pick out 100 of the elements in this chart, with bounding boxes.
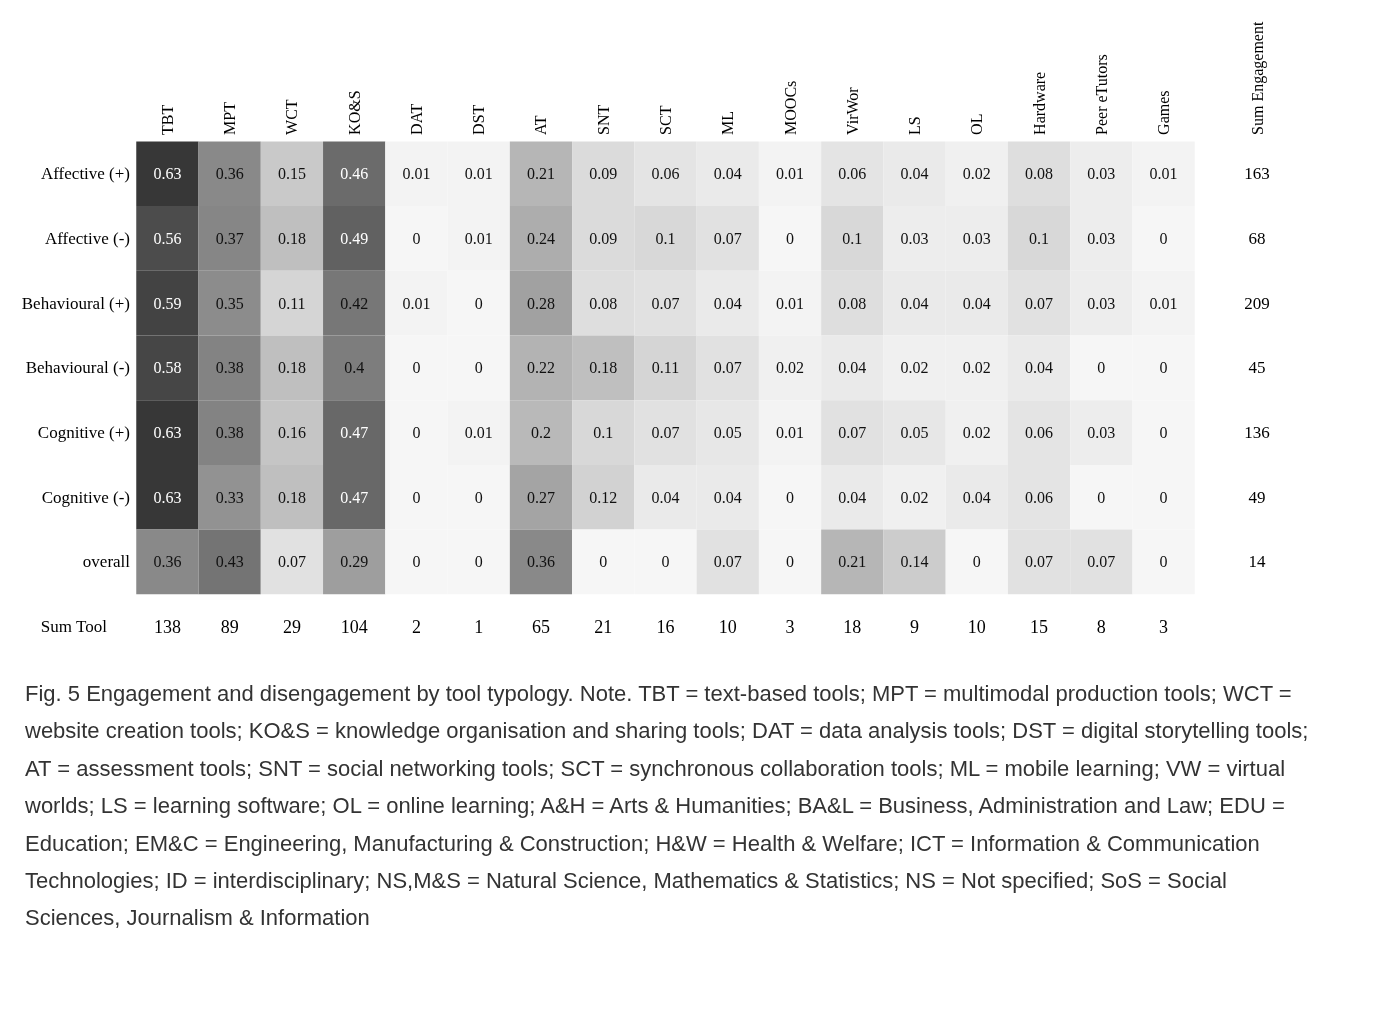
data-label: 0	[474, 359, 483, 377]
data-label: 0.04	[651, 488, 680, 506]
data-label: 0.1	[655, 229, 676, 247]
data-label: 0.07	[713, 553, 742, 571]
data-label: 0.04	[838, 359, 867, 377]
x-tick-label: WCT	[283, 99, 301, 135]
data-label: 0.33	[215, 488, 244, 506]
data-label: 0.46	[340, 165, 369, 183]
text: 29	[282, 617, 301, 638]
data-label: 0.28	[526, 294, 555, 312]
data-label: 0	[599, 553, 608, 571]
data-label: 0.21	[526, 165, 555, 183]
data-label: 0	[786, 229, 795, 247]
data-label: 0.04	[900, 165, 929, 183]
y2-tick-label: 49	[1248, 487, 1266, 507]
data-label: 0.03	[1087, 424, 1116, 442]
data-label: 0.03	[1087, 229, 1116, 247]
data-label: 0.42	[340, 294, 369, 312]
data-label: 0.4	[344, 359, 365, 377]
x-tick-label: LS	[906, 116, 924, 135]
x-tick-label: DAT	[407, 103, 425, 135]
data-label: 0.03	[900, 229, 929, 247]
data-label: 0	[412, 359, 421, 377]
data-label: 0.07	[1025, 553, 1054, 571]
y2-tick-label: 68	[1248, 228, 1266, 248]
data-label: 0.27	[526, 488, 555, 506]
data-label: 0	[1159, 488, 1168, 506]
data-label: 0.18	[277, 488, 306, 506]
data-label: 0.01	[402, 165, 431, 183]
data-label: 0.04	[900, 294, 929, 312]
data-label: 0.1	[842, 229, 863, 247]
data-label: 0.12	[589, 488, 618, 506]
x-tick-label: AT	[532, 115, 550, 135]
data-label: 0.07	[1087, 553, 1116, 571]
y2-tick-label: 14	[1248, 552, 1267, 572]
x-tick-label: SNT	[594, 104, 612, 135]
caption: Fig. 5 Engagement and disengagement by tool typology. Note. TBT = text-based tools; MPT = multimodal production tools; WCT = website creation tools; KO&S = knowledge organisation and sharing tools; DAT = data analysis tools; DST = digital storytelling tools; AT = assessment tools; SNT = social networking tools; SCT = synchronous collaboration tools; ML = mobile learning; VW = virtual worlds; LS = learning software; OL = online learning; A&H = Arts & Humanities; BA&L = Business, Administration and Law; EDU = Education; EM&C = Engineering, Manufacturing & Construction; H&W = Health & Welfare; ICT = Information & Communication Technologies; ID = interdisciplinary; NS,M&S = Natural Science, Mathematics & Statistics; NS = Not specified; SoS = Social Sciences, Journalism & Information	[25, 680, 1310, 933]
data-label: 0.02	[962, 359, 991, 377]
data-label: 0.43	[215, 553, 244, 571]
data-label: 0.22	[526, 359, 555, 377]
data-label: 0.08	[1025, 165, 1054, 183]
data-label: 0.63	[153, 424, 182, 442]
text: 138	[153, 617, 181, 638]
y2-tick-label: 45	[1248, 358, 1266, 378]
data-label: 0.02	[962, 424, 991, 442]
data-label: 0	[474, 488, 483, 506]
data-label: 0.29	[340, 553, 369, 571]
text: 10	[967, 617, 986, 638]
x-tick-label: DST	[470, 104, 488, 135]
data-label: 0.59	[153, 294, 182, 312]
x-tick-label: TBT	[158, 104, 176, 135]
data-label: 0.02	[900, 488, 929, 506]
data-label: 0.06	[838, 165, 867, 183]
data-label: 0.07	[1025, 294, 1054, 312]
data-label: 0.05	[713, 424, 742, 442]
y-tick-label: Behavioural (+)	[21, 293, 131, 313]
y-tick-label: Cognitive (+)	[37, 423, 131, 443]
data-label: 0.18	[589, 359, 618, 377]
data-label: 0.49	[340, 229, 369, 247]
data-label: 0	[412, 229, 421, 247]
x-tick-label: MPT	[221, 101, 239, 135]
data-label: 0.01	[776, 294, 805, 312]
text: 2	[411, 617, 421, 638]
data-label: 0.06	[651, 165, 680, 183]
data-label: 0.03	[1087, 294, 1116, 312]
data-label: 0.01	[776, 165, 805, 183]
data-label: 0.58	[153, 359, 182, 377]
data-label: 0.07	[838, 424, 867, 442]
data-label: 0.1	[593, 424, 614, 442]
text: 9	[910, 617, 920, 638]
data-label: 0.07	[713, 359, 742, 377]
y-tick-label: Affective (-)	[44, 228, 131, 248]
data-label: 0.18	[277, 359, 306, 377]
data-label: 0	[661, 553, 670, 571]
data-label: 0	[1159, 424, 1168, 442]
data-label: 0.01	[1149, 294, 1178, 312]
data-label: 0.24	[526, 229, 555, 247]
data-label: 0.01	[464, 424, 493, 442]
text: 3	[785, 617, 795, 638]
data-label: 0.05	[900, 424, 929, 442]
data-label: 0.63	[153, 165, 182, 183]
data-label: 0.01	[776, 424, 805, 442]
y2-tick-label: 209	[1244, 293, 1270, 313]
x-tick-label: Peer eTutors	[1092, 54, 1110, 135]
y2-tick-label: 163	[1244, 164, 1270, 184]
text: 1	[474, 617, 484, 638]
text: 18	[843, 617, 862, 638]
data-label: 0.09	[589, 229, 618, 247]
data-label: 0.11	[651, 359, 680, 377]
data-label: 0.36	[215, 165, 244, 183]
data-label: 0.16	[277, 424, 306, 442]
data-label: 0	[412, 424, 421, 442]
data-label: 0.04	[713, 165, 742, 183]
data-label: 0.04	[1025, 359, 1054, 377]
data-label: 0.2	[530, 424, 551, 442]
text: 21	[594, 617, 613, 638]
data-label: 0.1	[1029, 229, 1050, 247]
x-tick-label: MOOCs	[781, 80, 799, 135]
text: 3	[1159, 617, 1169, 638]
data-label: 0.04	[962, 294, 991, 312]
